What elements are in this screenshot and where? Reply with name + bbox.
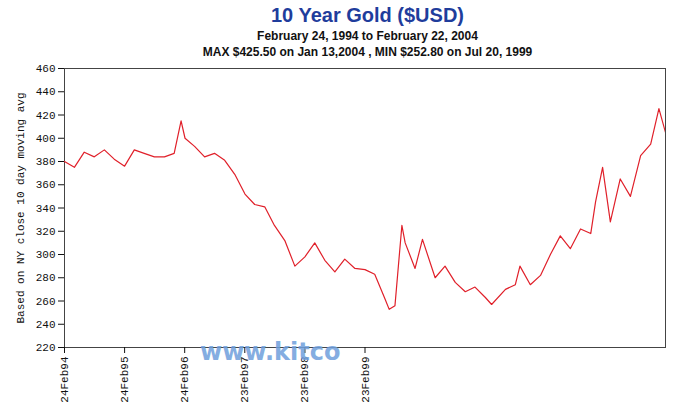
- svg-text:260: 260: [36, 296, 56, 308]
- svg-text:360: 360: [36, 179, 56, 191]
- svg-text:320: 320: [36, 226, 56, 238]
- svg-text:280: 280: [36, 272, 56, 284]
- svg-text:440: 440: [36, 86, 56, 98]
- html-text:MAX $425.50 on Jan 13,2004 , M: MAX $425.50 on Jan 13,2004 , MIN $252.80…: [202, 45, 533, 59]
- svg-text:400: 400: [36, 133, 56, 145]
- svg-text:220: 220: [36, 342, 56, 354]
- svg-text:340: 340: [36, 203, 56, 215]
- svg-text:460: 460: [36, 63, 56, 75]
- svg-text:300: 300: [36, 249, 56, 261]
- html-text:www.kitco: www.kitco: [200, 338, 341, 366]
- svg-text:23Feb97: 23Feb97: [239, 356, 252, 403]
- svg-text:23Feb99: 23Feb99: [360, 357, 372, 403]
- svg-text:240: 240: [36, 319, 56, 331]
- html-text:10 Year Gold ($USD): 10 Year Gold ($USD): [271, 4, 464, 26]
- svg-text:23Feb98: 23Feb98: [299, 356, 312, 403]
- html-text:February 24, 1994 to February: February 24, 1994 to February 22, 2004: [257, 29, 478, 43]
- svg-text:24Feb95: 24Feb95: [119, 357, 131, 403]
- svg-text:Based on NY close 10 day movin: Based on NY close 10 day moving avg: [15, 92, 27, 323]
- svg-text:380: 380: [36, 156, 56, 168]
- svg-text:420: 420: [36, 110, 56, 122]
- svg-text:24Feb94: 24Feb94: [59, 356, 71, 403]
- svg-text:24Feb96: 24Feb96: [179, 357, 191, 403]
